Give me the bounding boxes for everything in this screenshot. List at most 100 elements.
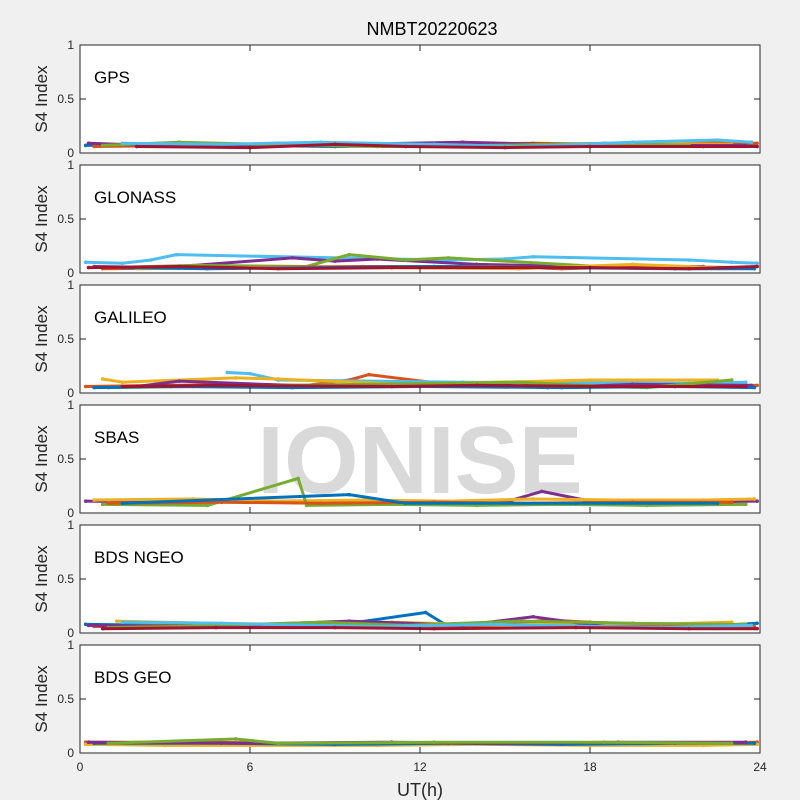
data-point (574, 625, 578, 630)
data-point (92, 498, 96, 502)
data-point (752, 497, 757, 501)
data-point (86, 141, 91, 146)
data-point (715, 501, 720, 506)
x-tick-label: 18 (583, 760, 597, 774)
data-point (749, 623, 754, 628)
y-tick-label: 1 (67, 518, 74, 532)
axes-background (80, 45, 760, 153)
data-point (262, 622, 266, 627)
data-point (588, 144, 592, 149)
data-point (531, 497, 536, 501)
axes-background (80, 525, 760, 633)
data-point (489, 622, 493, 627)
panel-gps: 0 0.5 1 GPS S4 Index (32, 38, 761, 160)
data-point (276, 377, 281, 381)
panel-label: GPS (94, 68, 130, 87)
data-point (752, 741, 757, 746)
data-point (755, 141, 759, 146)
data-point (100, 502, 105, 507)
data-point (100, 626, 105, 631)
data-point (729, 260, 734, 265)
data-point (630, 621, 635, 626)
data-point (120, 141, 125, 146)
data-point (177, 264, 181, 269)
axes-background (80, 165, 760, 273)
data-point (83, 742, 88, 747)
data-point (83, 384, 88, 389)
data-point (423, 610, 428, 615)
y-axis-label: S4 Index (32, 185, 51, 253)
series-line (121, 383, 748, 388)
y-tick-label: 1 (67, 398, 74, 412)
data-point (503, 145, 507, 150)
data-point (120, 380, 125, 385)
axes-background (80, 405, 760, 513)
data-point (92, 144, 96, 149)
data-point (333, 142, 337, 147)
data-point (602, 740, 606, 744)
data-point (361, 498, 366, 502)
data-point (432, 626, 436, 631)
data-point (120, 620, 125, 624)
data-point (744, 740, 748, 744)
y-tick-label: 1 (67, 158, 74, 172)
data-point (755, 621, 759, 626)
data-point (83, 260, 88, 265)
data-point (574, 501, 578, 506)
panel-bds-ngeo: 0 0.5 1 BDS NGEO S4 Index (32, 518, 761, 640)
y-tick-label: 0.5 (57, 92, 74, 106)
data-point (83, 143, 88, 148)
data-point (319, 620, 323, 624)
data-point (367, 372, 371, 377)
data-point (83, 622, 88, 627)
data-point (100, 143, 105, 148)
data-point (219, 621, 224, 626)
data-point (86, 740, 91, 744)
data-point (106, 501, 111, 506)
series-line (101, 626, 759, 631)
data-point (531, 254, 536, 259)
data-point (234, 376, 238, 380)
data-point (248, 741, 252, 746)
data-point (92, 385, 96, 390)
data-point (540, 489, 544, 494)
data-point (100, 377, 105, 381)
data-point (234, 737, 238, 741)
data-point (729, 378, 734, 382)
data-point (115, 619, 119, 623)
data-point (755, 261, 759, 266)
y-tick-label: 0 (67, 746, 74, 760)
data-point (276, 741, 281, 746)
data-point (687, 626, 691, 631)
y-axis-label: S4 Index (32, 545, 51, 613)
panel-label: GLONASS (94, 188, 176, 207)
data-point (83, 499, 88, 503)
data-point (630, 140, 635, 144)
data-point (177, 379, 181, 383)
panel-galileo: 0 0.5 1 GALILEO S4 Index (32, 278, 761, 400)
data-point (205, 503, 210, 508)
series-line (106, 737, 734, 745)
data-point (149, 258, 153, 262)
data-point (404, 258, 408, 262)
data-point (333, 625, 337, 630)
data-point (755, 626, 759, 631)
data-point (755, 742, 759, 747)
data-point (729, 500, 734, 505)
data-point (446, 256, 451, 260)
data-point (749, 140, 754, 144)
data-point (174, 252, 179, 257)
y-tick-label: 0 (67, 266, 74, 280)
data-point (120, 261, 125, 266)
y-tick-label: 0 (67, 146, 74, 160)
data-point (106, 741, 111, 746)
y-axis-label: S4 Index (32, 425, 51, 493)
data-point (296, 476, 300, 481)
y-axis-label: S4 Index (32, 305, 51, 373)
panel-glonass: 0 0.5 1 GLONASS S4 Index (32, 158, 761, 280)
y-tick-label: 0.5 (57, 212, 74, 226)
data-point (531, 615, 536, 619)
panel-bds-geo: 0 0.5 1 0 6 12 18 24 BDS GEO S4 Index (32, 638, 767, 774)
data-point (225, 370, 230, 375)
